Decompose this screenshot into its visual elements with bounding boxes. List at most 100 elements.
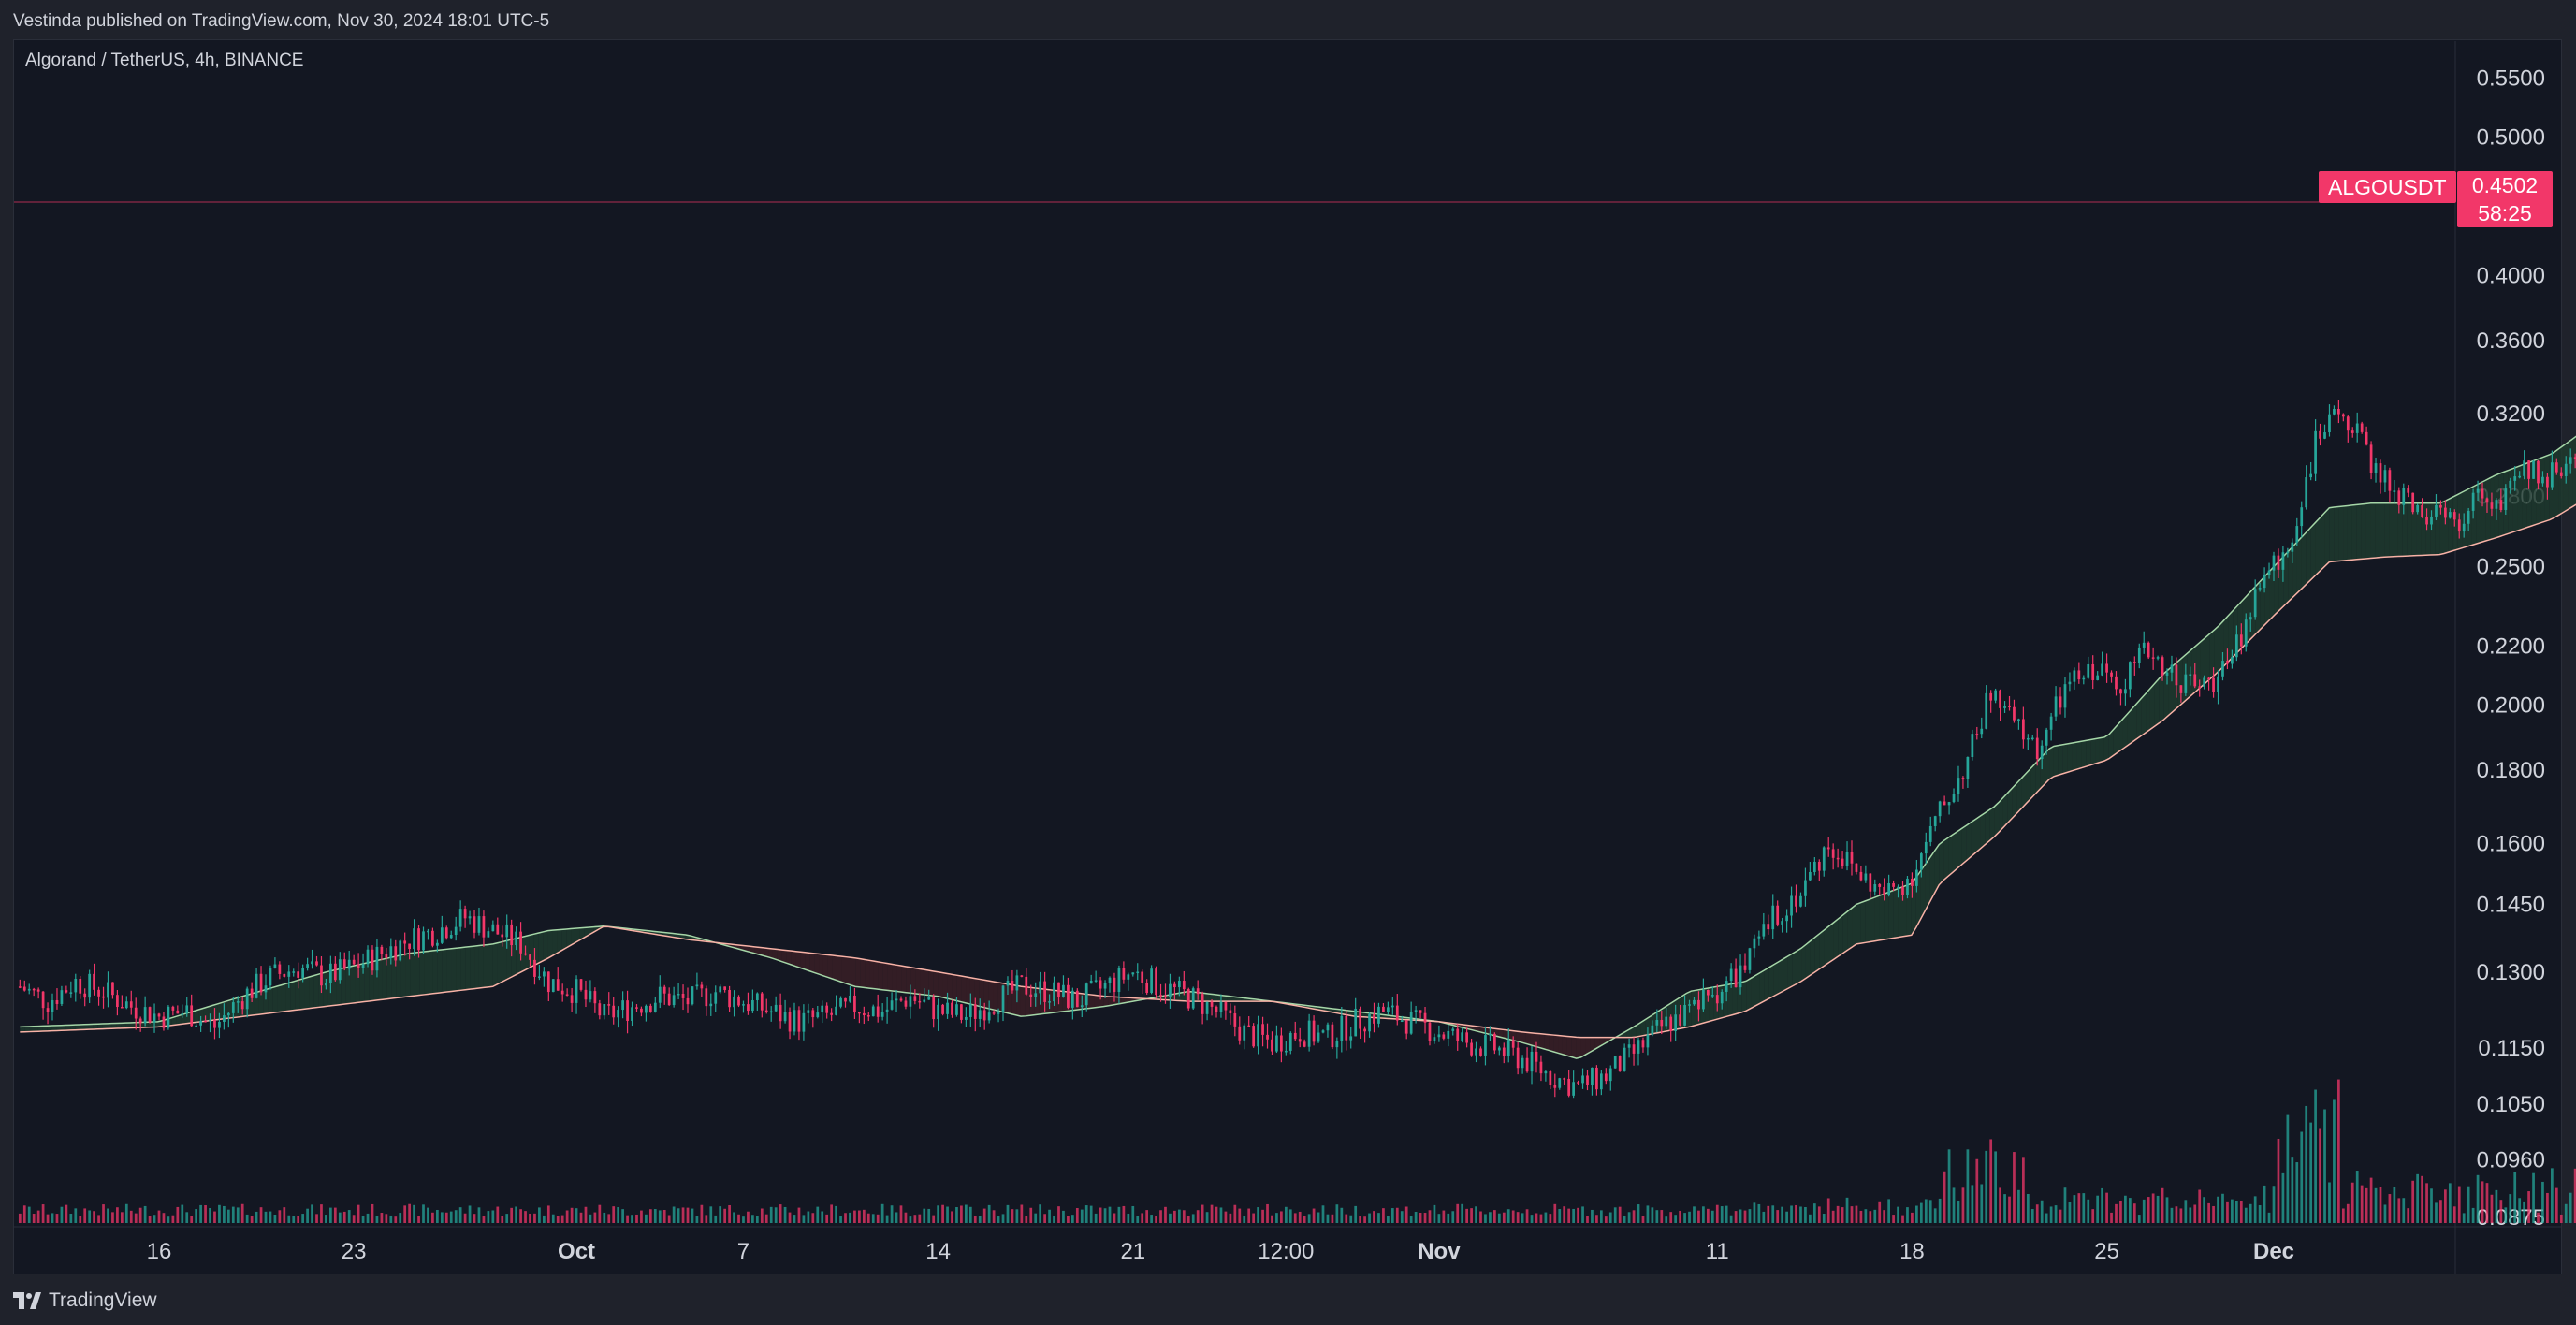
volume-bar — [612, 1206, 616, 1223]
candle-body — [385, 954, 388, 958]
cloud-fill-segment — [410, 953, 415, 997]
candle-body — [1915, 869, 1918, 886]
volume-bar — [124, 1203, 128, 1223]
candle-body — [65, 990, 68, 993]
volume-bar — [2319, 1128, 2321, 1223]
candle-body — [515, 931, 517, 946]
volume-bar — [116, 1207, 119, 1223]
volume-bar — [709, 1206, 713, 1223]
candle-body — [1447, 1030, 1450, 1039]
volume-bar — [259, 1207, 263, 1223]
volume-bar — [1173, 1210, 1176, 1223]
volume-bar — [2383, 1204, 2387, 1223]
volume-bar — [2263, 1185, 2266, 1223]
volume-bar — [747, 1211, 750, 1223]
volume-bar — [737, 1214, 740, 1223]
cloud-fill-segment — [2306, 527, 2311, 585]
candle-body — [1428, 1022, 1432, 1041]
volume-bar — [1897, 1206, 1899, 1223]
volume-bar — [2416, 1173, 2420, 1223]
candle-body — [1655, 1019, 1659, 1026]
candle-body — [2244, 619, 2248, 647]
candle-body — [941, 1004, 944, 1014]
cloud-fill-segment — [2045, 749, 2050, 784]
candle-body — [2286, 551, 2290, 554]
cloud-fill-segment — [2407, 502, 2412, 557]
cloud-fill-segment — [1893, 888, 1899, 939]
cloud-fill-segment — [446, 948, 452, 993]
volume-bar — [695, 1216, 699, 1223]
cloud-fill-segment — [2452, 494, 2458, 551]
candle-body — [338, 959, 342, 981]
candle-body — [501, 934, 504, 938]
cloud-fill-segment — [878, 961, 883, 990]
candle-body — [853, 995, 856, 1012]
candle-body — [1103, 983, 1107, 989]
volume-bar — [2379, 1187, 2382, 1223]
cloud-fill-segment — [111, 1023, 117, 1029]
candle-body — [723, 986, 727, 990]
cloud-fill-segment — [429, 950, 433, 995]
candle-body — [2481, 488, 2484, 499]
volume-bar — [2341, 1208, 2345, 1223]
volume-bar — [2184, 1200, 2188, 1223]
candle-body — [1776, 905, 1780, 925]
cloud-fill-segment — [1773, 961, 1779, 997]
cloud-fill-segment — [2113, 724, 2118, 756]
cloud-fill-segment — [2512, 466, 2518, 532]
tradingview-brand[interactable]: TradingView — [13, 1289, 157, 1312]
candle-body — [2319, 430, 2321, 439]
candle-body — [1683, 1005, 1686, 1026]
candle-body — [913, 996, 917, 1001]
cloud-fill-segment — [887, 963, 893, 991]
cloud-fill-segment — [70, 1025, 76, 1030]
candle-body — [2045, 729, 2048, 746]
volume-bar — [223, 1205, 226, 1223]
volume-bar — [1989, 1139, 1993, 1223]
cloud-fill-segment — [2365, 502, 2371, 559]
volume-bar — [1826, 1198, 1830, 1223]
candle-body — [1186, 989, 1190, 1009]
candle-body — [2119, 689, 2122, 694]
candle-body — [273, 964, 277, 968]
volume-bar — [491, 1210, 495, 1223]
candle-body — [1067, 984, 1070, 1008]
cloud-fill-segment — [1214, 994, 1218, 1002]
cloud-fill-segment — [552, 929, 558, 956]
volume-bar — [533, 1213, 536, 1223]
cloud-fill-segment — [2397, 502, 2403, 557]
candle-body — [1850, 852, 1854, 864]
volume-bar — [440, 1212, 444, 1223]
volume-bar — [2091, 1209, 2095, 1223]
volume-bar — [1604, 1216, 1608, 1223]
volume-bar — [1613, 1207, 1617, 1223]
candle-body — [1781, 921, 1784, 925]
volume-bar — [1489, 1212, 1492, 1223]
volume-bar — [1437, 1214, 1441, 1223]
cloud-fill-segment — [313, 974, 319, 1009]
volume-bar — [444, 1212, 448, 1223]
candle-body — [482, 916, 486, 938]
candle-body — [2022, 719, 2025, 740]
candle-body — [811, 1010, 815, 1018]
cloud-fill-segment — [933, 970, 939, 997]
cloud-fill-segment — [2030, 763, 2036, 799]
volume-bar — [866, 1213, 870, 1223]
candle-body — [1321, 1030, 1325, 1033]
chart-panel[interactable] — [13, 39, 2562, 1274]
candle-body — [181, 1013, 184, 1015]
volume-bar — [871, 1214, 875, 1223]
volume-bar — [811, 1213, 815, 1223]
candle-body — [1029, 994, 1033, 997]
candle-body — [1928, 825, 1932, 842]
cloud-fill-segment — [1980, 812, 1986, 849]
candle-body — [190, 1005, 194, 1027]
candle-body — [1387, 1007, 1390, 1012]
volume-bar — [181, 1204, 184, 1223]
cloud-fill-segment — [281, 983, 286, 1012]
candle-body — [2184, 674, 2188, 693]
candle-body — [603, 1004, 606, 1016]
cloud-fill-segment — [130, 1022, 135, 1028]
candle-body — [1748, 948, 1752, 970]
